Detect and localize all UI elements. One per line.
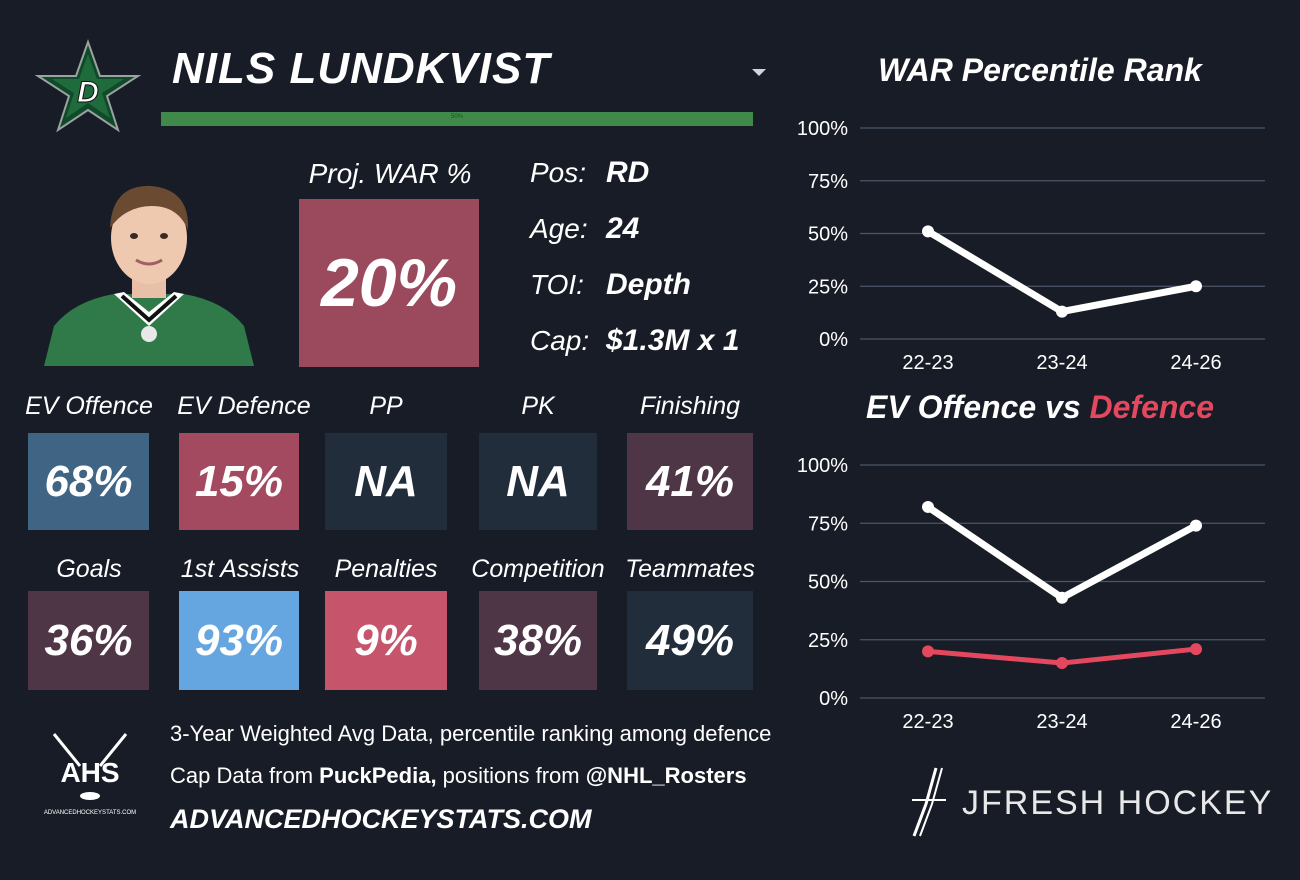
tile-label-finishing: Finishing — [639, 392, 741, 420]
chevron-down-icon[interactable] — [750, 66, 768, 78]
player-name: NILS LUNDKVIST — [172, 44, 551, 93]
tile-ev-defence: 15% — [179, 433, 299, 530]
info-key: TOI: — [530, 269, 584, 300]
war-percentile-chart: 100% 75% 50% 25% 0% 22-23 23-24 24-26 — [797, 118, 1265, 374]
tile-goals: 36% — [28, 591, 149, 690]
chart2-series-1-point — [1056, 657, 1068, 670]
tile-competition: 38% — [479, 591, 597, 690]
info-value: $1.3M x 1 — [606, 324, 740, 357]
ahs-logo-subtext: ADVANCEDHOCKEYSTATS.COM — [44, 810, 136, 816]
chart2-title-defence: Defence — [1089, 389, 1215, 425]
info-value: 24 — [606, 212, 640, 245]
tile-label-goals: Goals — [56, 555, 122, 583]
ahs-logo-text: AHS — [60, 757, 119, 788]
proj-war-label: Proj. WAR % — [308, 158, 472, 189]
tile-teammates: 49% — [627, 591, 753, 690]
chart2-title: EV Offence vs Defence — [800, 389, 1280, 426]
chart1-series-0-point — [922, 225, 934, 238]
footer-note: 3-Year Weighted Avg Data, percentile ran… — [170, 721, 772, 746]
tile-penalties: 9% — [325, 591, 447, 690]
tile-label-teammates: Teammates — [625, 555, 755, 583]
tile-label-ev-offence: EV Offence — [25, 392, 153, 420]
tile-label-penalties: Penalties — [334, 555, 438, 583]
chart2-series-1-point — [1190, 643, 1202, 656]
footer-sources: Cap Data from PuckPedia, positions from … — [170, 763, 747, 789]
chart2-series-0-point — [1190, 519, 1202, 532]
chart2-series-0-line — [924, 503, 1200, 602]
jfresh-hockey-logo: JFRESH HOCKEY — [912, 767, 1273, 837]
chart2-x-tick: 24-26 — [1170, 711, 1221, 733]
chart1-x-tick: 22-23 — [902, 352, 953, 374]
footer-sources-mid: positions from — [436, 763, 586, 788]
info-key: Cap: — [530, 325, 590, 356]
info-row-pos: Pos: RD — [530, 153, 790, 193]
tile-label-ev-defence: EV Defence — [177, 392, 311, 420]
chart2-y-tick: 0% — [819, 688, 848, 710]
info-row-cap: Cap: $1.3M x 1 — [530, 321, 790, 361]
tile-pk: NA — [479, 433, 597, 530]
brand-name: JFRESH HOCKEY — [962, 784, 1273, 822]
tile-label-competition: Competition — [471, 555, 605, 583]
info-row-age: Age: 24 — [530, 209, 790, 249]
footer-sources-prefix: Cap Data from — [170, 763, 320, 788]
chart2-y-tick: 100% — [797, 455, 848, 477]
chart1-series-0-point — [1056, 305, 1068, 318]
chart1-series-0-point — [1190, 280, 1202, 293]
info-key: Age: — [530, 213, 588, 244]
chart1-x-tick: 23-24 — [1036, 352, 1087, 374]
chart1-y-tick: 0% — [819, 329, 848, 351]
progress-bar: 50% — [161, 112, 753, 126]
svg-text:D: D — [77, 76, 99, 109]
chart1-title: WAR Percentile Rank — [878, 52, 1202, 88]
dallas-stars-logo: D — [34, 38, 142, 133]
site-url[interactable]: ADVANCEDHOCKEYSTATS.COM — [170, 804, 592, 834]
info-row-toi: TOI: Depth — [530, 265, 790, 305]
chart2-y-tick: 25% — [808, 630, 848, 652]
chart2-y-tick: 50% — [808, 572, 848, 594]
chart2-series-1-point — [922, 645, 934, 658]
tile-pp: NA — [325, 433, 447, 530]
chart2-series-0-point — [922, 500, 934, 513]
chart1-x-tick: 24-26 — [1170, 352, 1221, 374]
ahs-logo: AHS ADVANCEDHOCKEYSTATS.COM — [44, 733, 136, 816]
tile-finishing: 41% — [627, 433, 753, 530]
chart1-y-tick: 25% — [808, 276, 848, 298]
info-value: Depth — [606, 268, 691, 301]
ev-offence-defence-chart: 100% 75% 50% 25% 0% 22-23 23-24 24-26 — [797, 455, 1265, 733]
chart2-x-tick: 23-24 — [1036, 711, 1087, 733]
progress-bar-label: 50% — [450, 114, 463, 120]
chart1-y-tick: 50% — [808, 224, 848, 246]
tile-label-pk: PK — [521, 392, 555, 420]
tile-1st-assists: 93% — [179, 591, 299, 690]
player-photo — [44, 185, 254, 366]
chart1-y-tick: 100% — [797, 118, 848, 140]
puckpedia-link[interactable]: PuckPedia, — [319, 763, 437, 788]
chart1-series-0-line — [924, 227, 1200, 316]
tile-label-pp: PP — [369, 392, 403, 420]
chart2-x-tick: 22-23 — [902, 711, 953, 733]
proj-war-value: 20% — [299, 199, 479, 367]
info-value: RD — [606, 156, 650, 189]
tile-label-1st-assists: 1st Assists — [180, 555, 300, 583]
tile-ev-offence: 68% — [28, 433, 149, 530]
chart2-y-tick: 75% — [808, 513, 848, 535]
nhl-rosters-link[interactable]: @NHL_Rosters — [585, 763, 747, 788]
info-key: Pos: — [530, 157, 587, 188]
chart1-y-tick: 75% — [808, 171, 848, 193]
chart2-series-0-point — [1056, 591, 1068, 604]
chart2-title-offence: EV Offence vs — [865, 389, 1090, 425]
